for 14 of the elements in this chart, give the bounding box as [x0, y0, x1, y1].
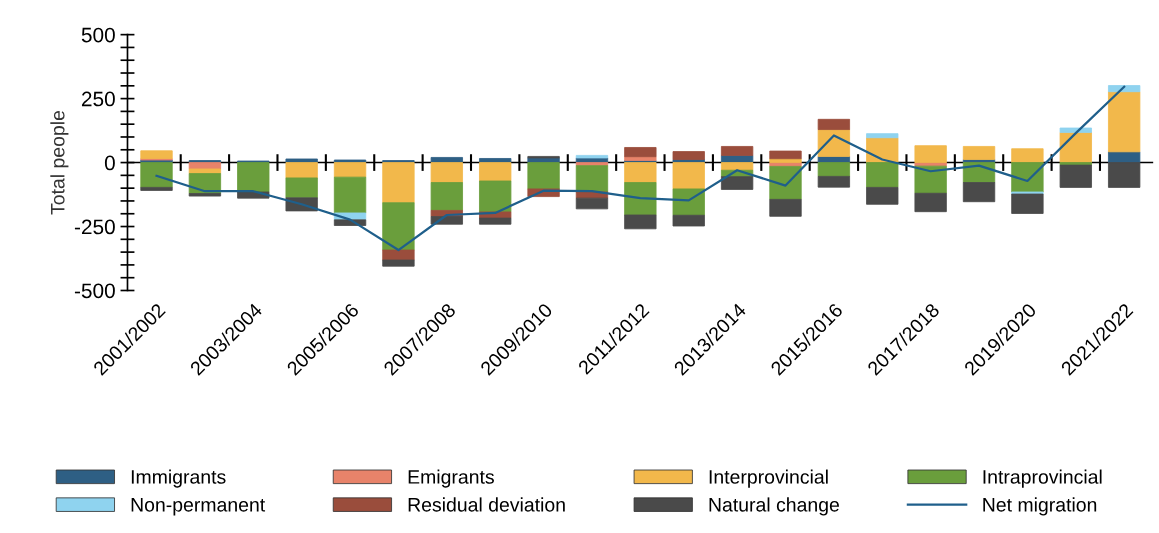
y-tick-label: -500: [74, 283, 115, 299]
legend-label: Emigrants: [408, 469, 494, 488]
legend-label: Intraprovincial: [983, 469, 1102, 488]
y-axis-title: Total people: [50, 111, 69, 215]
y-tick-label: 0: [104, 155, 115, 171]
legend-label: Non-permanent: [131, 498, 266, 516]
y-tick-label: 500: [81, 27, 115, 43]
legend-label: Immigrants: [131, 469, 226, 488]
legend-label: Interprovincial: [709, 469, 828, 488]
y-tick-label: 250: [81, 91, 115, 107]
legend-label: Natural change: [709, 497, 839, 516]
y-tick-label: -250: [74, 219, 115, 235]
legend-label: Net migration: [983, 497, 1097, 516]
legend-label: Residual deviation: [408, 497, 565, 512]
